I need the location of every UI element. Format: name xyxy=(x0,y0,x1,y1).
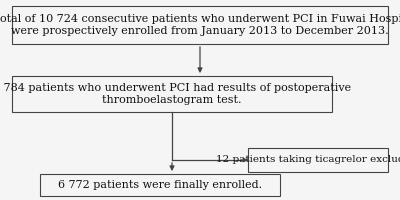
FancyBboxPatch shape xyxy=(12,6,388,44)
FancyBboxPatch shape xyxy=(248,148,388,172)
Text: A total of 10 724 consecutive patients who underwent PCI in Fuwai Hospital
were : A total of 10 724 consecutive patients w… xyxy=(0,14,400,36)
Text: 12 patients taking ticagrelor excluded.: 12 patients taking ticagrelor excluded. xyxy=(216,156,400,164)
Text: 6 784 patients who underwent PCI had results of postoperative
thromboelastogram : 6 784 patients who underwent PCI had res… xyxy=(0,83,351,105)
FancyBboxPatch shape xyxy=(12,76,332,112)
Text: 6 772 patients were finally enrolled.: 6 772 patients were finally enrolled. xyxy=(58,180,262,190)
FancyBboxPatch shape xyxy=(40,174,280,196)
